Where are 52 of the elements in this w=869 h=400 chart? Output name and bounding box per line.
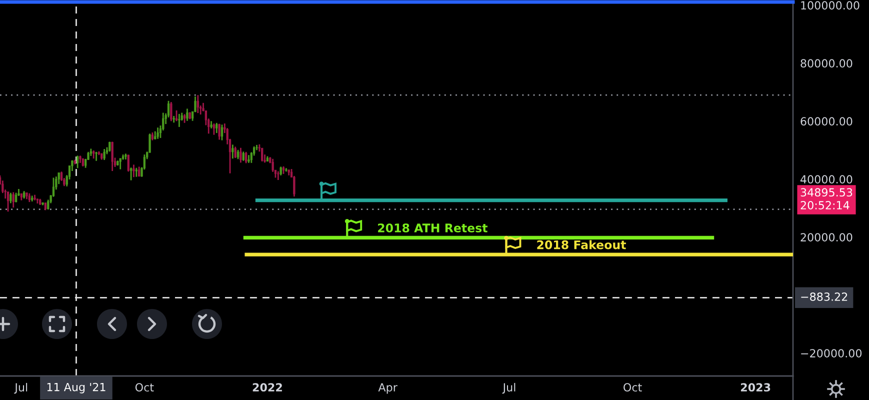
candlestick <box>272 158 274 173</box>
candlestick <box>186 108 188 122</box>
y-tick-label: 100000.00 <box>801 1 860 10</box>
candlestick <box>212 122 216 136</box>
x-tick-label: Jul <box>502 382 516 394</box>
annotation: 2018 ATH Retest <box>378 223 488 232</box>
candlestick <box>95 151 98 162</box>
candlestick <box>10 192 12 204</box>
candlestick <box>232 144 234 160</box>
candlestick <box>130 166 132 181</box>
y-tick-label: 40000.00 <box>800 175 852 184</box>
candlestick <box>234 146 236 159</box>
candlestick <box>12 191 14 208</box>
y-tick-label: −20000.00 <box>801 349 862 358</box>
x-tick-label: Oct <box>135 383 154 392</box>
candlestick <box>76 154 79 169</box>
candlestick <box>220 124 224 141</box>
candlestick <box>132 164 135 178</box>
candlestick <box>47 199 50 210</box>
candlestick <box>240 147 242 164</box>
candlestick <box>103 148 106 161</box>
x-tick-label: 2023 <box>740 383 770 392</box>
candlestick <box>244 151 248 164</box>
candlestick <box>111 141 114 172</box>
ref-line-label: 11 Aug '21 <box>47 382 106 394</box>
x-tick-label: Oct <box>624 383 642 392</box>
candlestick <box>170 101 172 122</box>
candlestick <box>175 110 178 122</box>
candlestick <box>196 94 199 114</box>
candlestick <box>178 113 180 128</box>
candlestick <box>236 149 240 160</box>
candlestick <box>293 175 296 198</box>
ref-line-label: −883.22 <box>801 292 848 301</box>
candlestick <box>156 126 159 140</box>
candlestick <box>60 170 63 182</box>
candlestick <box>108 141 111 152</box>
x-tick-label: Apr <box>378 383 398 394</box>
y-tick-label: 20000.00 <box>800 233 852 242</box>
candlestick <box>242 150 244 162</box>
text: 34895.53 20:52:14 <box>800 188 852 210</box>
y-tick-label: 80000.00 <box>800 59 852 68</box>
y-tick-label: 60000.00 <box>800 117 852 126</box>
candlestick <box>127 154 130 172</box>
x-tick-label: 2022 <box>252 383 282 392</box>
candlestick <box>261 147 264 162</box>
annotation: 2018 Fakeout <box>537 240 626 250</box>
x-tick-label: Jul <box>14 382 28 394</box>
candlestick <box>216 122 218 134</box>
candlestick <box>6 190 10 212</box>
candlestick <box>119 158 122 170</box>
candlestick <box>14 192 18 204</box>
candlestick <box>218 123 220 140</box>
